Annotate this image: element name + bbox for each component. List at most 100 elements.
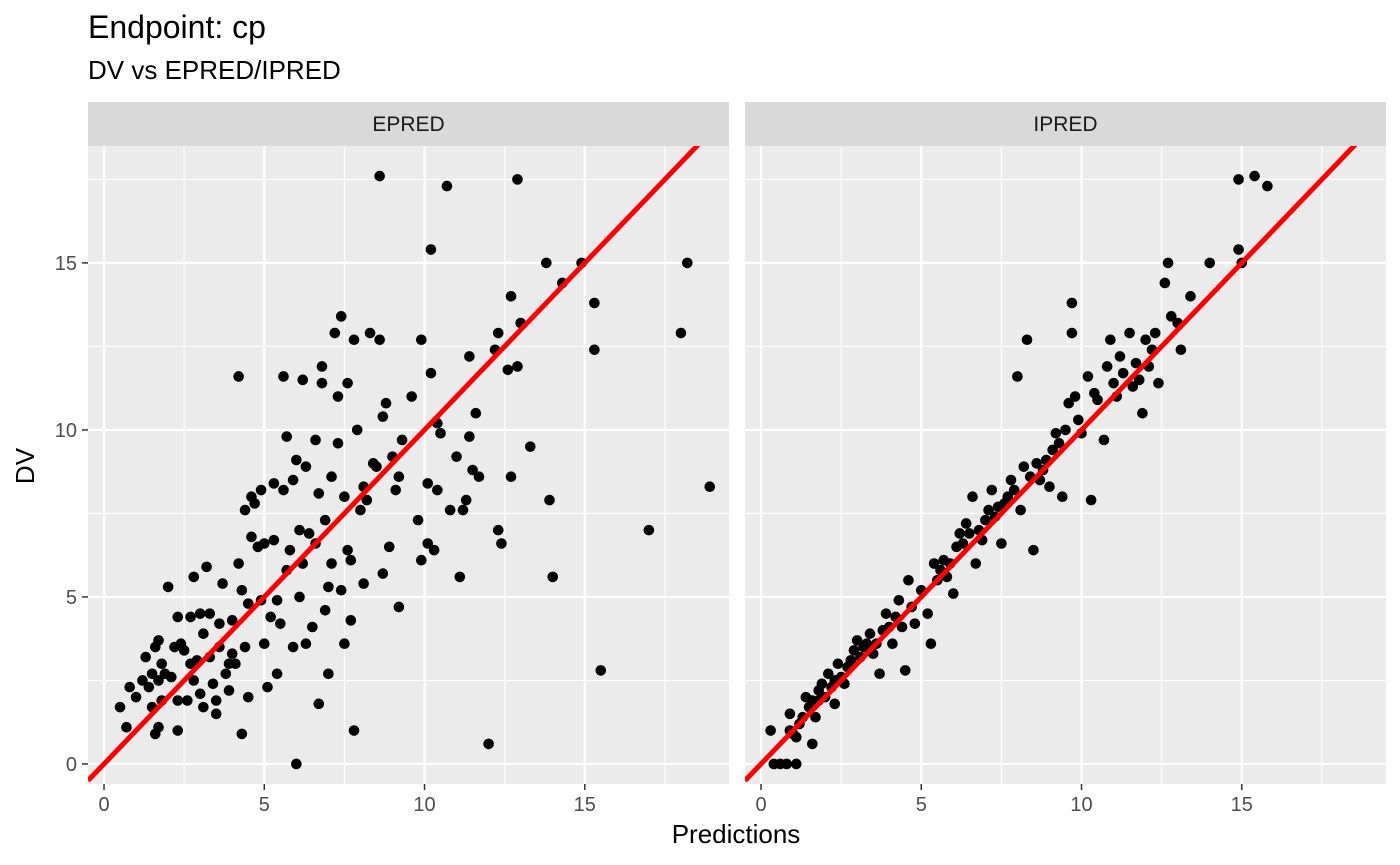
data-point [1140,334,1151,346]
data-point [922,608,933,619]
data-point [896,621,908,633]
data-point [323,668,334,680]
y-tick-label: 0 [66,754,77,776]
data-point [428,544,440,556]
y-axis-title: DV [10,447,40,484]
data-point [204,608,216,619]
data-point [294,591,305,603]
data-point [361,494,373,506]
data-point [1002,491,1014,503]
data-point [178,645,190,656]
data-point [335,584,347,596]
data-point [124,681,135,693]
data-point [284,544,296,556]
data-point [964,528,975,539]
data-point [960,518,972,529]
data-point [1044,481,1055,493]
data-point [1233,244,1244,255]
data-point [1108,377,1119,389]
panel-ipred: IPRED 0 5 10 15 [745,102,1386,816]
panel-background [745,146,1386,784]
data-point [281,431,293,442]
data-point [512,361,523,372]
data-point [210,695,222,706]
data-point [1153,377,1164,389]
data-point [435,427,446,439]
data-point [271,668,283,680]
data-point [1056,491,1068,503]
data-point [425,244,437,255]
data-point [1133,374,1145,386]
data-point [1233,174,1244,185]
data-point [589,297,600,309]
data-point [1117,367,1129,379]
data-point [121,721,132,733]
data-point [595,665,607,676]
data-point [444,504,456,516]
data-point [441,180,453,192]
data-point [268,534,280,546]
y-tick-label: 15 [55,253,77,275]
identity-line [745,146,1358,783]
data-point [406,391,418,402]
x-tick-label: 10 [1070,794,1092,816]
data-point [781,758,792,770]
data-point [1149,327,1161,339]
data-point [492,327,504,339]
data-point [1085,494,1097,506]
data-point [140,651,151,663]
data-point [262,681,273,693]
data-point [986,484,998,496]
data-point [848,645,860,656]
data-point [1130,357,1142,369]
data-point [146,668,158,680]
data-point [201,561,212,573]
data-point [156,658,168,670]
data-point [233,371,244,382]
data-point [682,257,693,269]
data-point [313,488,325,499]
data-point [1031,458,1042,469]
data-point [355,504,366,516]
panel-epred: EPRED 0 5 10 15 0 5 10 15 [55,102,729,816]
data-point [807,738,818,750]
data-point [348,334,360,346]
data-point [393,601,405,613]
data-point [1021,334,1033,346]
data-point [416,554,427,566]
data-point [1073,414,1084,426]
data-point [278,484,289,496]
data-point [1249,170,1260,182]
data-point [300,638,312,650]
data-point [864,628,876,639]
data-point [1175,344,1187,356]
x-tick-label: 0 [755,794,766,816]
data-point [326,471,337,482]
data-point [153,675,164,686]
data-point [1066,297,1078,309]
data-point [948,588,959,599]
data-point [1069,391,1081,402]
data-point [153,635,164,646]
data-point [278,371,289,382]
data-point [422,538,434,549]
data-point [1018,461,1030,472]
data-point [1204,257,1216,269]
data-point [544,494,555,506]
data-point [233,558,244,569]
data-point [316,377,328,389]
data-point [505,291,517,302]
identity-line [88,146,701,783]
data-point [287,474,299,486]
data-point [172,611,184,623]
data-point [393,471,405,482]
data-point [172,725,184,736]
data-point [230,658,241,670]
data-point [464,431,475,442]
data-point [470,407,482,419]
data-point [326,558,337,569]
data-point [422,478,434,489]
data-point [323,581,334,593]
data-point [1105,334,1116,346]
